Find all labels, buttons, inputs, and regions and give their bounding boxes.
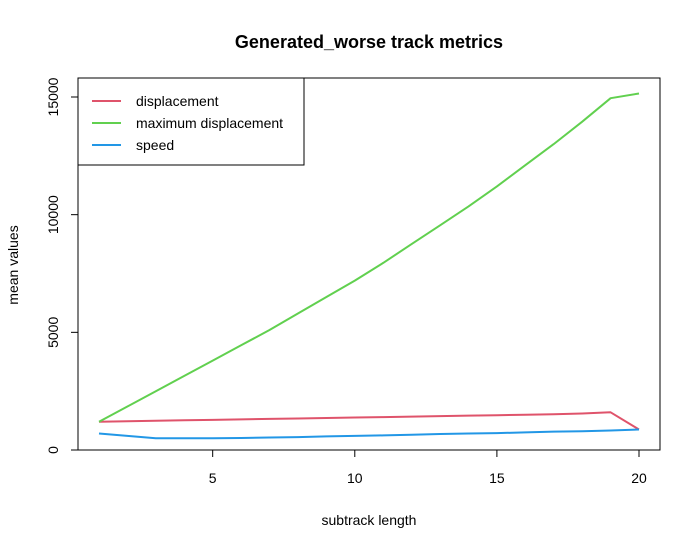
x-tick-label: 15 [489,470,505,486]
legend: displacement maximum displacement speed [77,77,305,166]
y-axis: 0 5000 10000 15000 [45,77,79,454]
y-tick-label: 15000 [45,77,61,116]
series-line-displacement [98,411,640,431]
y-axis-label: mean values [5,225,21,304]
x-axis: 5 10 15 20 [209,449,647,486]
series-line-speed [98,428,640,440]
x-tick-label: 10 [347,470,363,486]
legend-box [77,77,305,166]
series-layer [98,92,640,440]
series-line-maximum-displacement [98,92,640,423]
legend-label: displacement [136,93,219,109]
y-tick-label: 0 [45,446,61,454]
legend-label: speed [136,137,174,153]
y-tick-label: 5000 [45,317,61,348]
x-tick-label: 5 [209,470,217,486]
x-axis-label: subtrack length [322,512,417,528]
chart-title: Generated_worse track metrics [235,32,503,52]
x-tick-label: 20 [631,470,647,486]
y-tick-label: 10000 [45,195,61,234]
legend-label: maximum displacement [136,115,283,131]
